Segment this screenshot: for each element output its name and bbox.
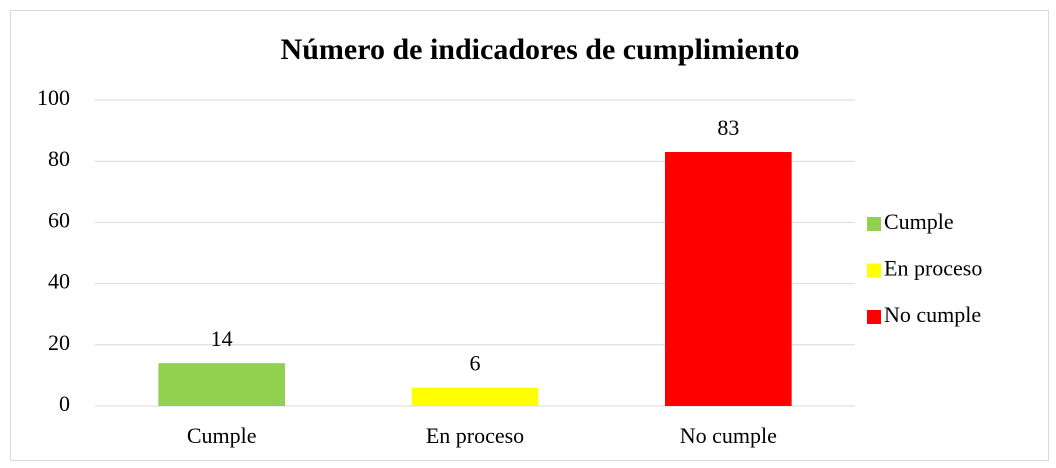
y-tick-label: 0 <box>59 391 70 416</box>
y-tick-label: 40 <box>48 269 70 294</box>
bar <box>411 387 539 406</box>
data-label: 14 <box>211 326 233 351</box>
x-tick-label: En proceso <box>426 423 524 448</box>
y-tick-label: 20 <box>48 330 70 355</box>
bar <box>158 363 285 406</box>
data-label: 6 <box>470 351 481 376</box>
legend-swatch <box>867 217 881 231</box>
chart-title: Número de indicadores de cumplimiento <box>281 33 800 66</box>
x-tick-label: No cumple <box>680 423 777 448</box>
y-tick-label: 100 <box>37 85 70 110</box>
y-tick-label: 80 <box>48 146 70 171</box>
legend-label: Cumple <box>884 209 954 234</box>
legend-label: En proceso <box>884 256 982 281</box>
legend-label: No cumple <box>884 302 981 327</box>
x-tick-label: Cumple <box>187 423 257 448</box>
legend-swatch <box>867 310 881 324</box>
y-tick-label: 60 <box>48 207 70 232</box>
legend-swatch <box>867 263 881 278</box>
data-label: 83 <box>717 115 739 140</box>
bar <box>665 152 792 406</box>
